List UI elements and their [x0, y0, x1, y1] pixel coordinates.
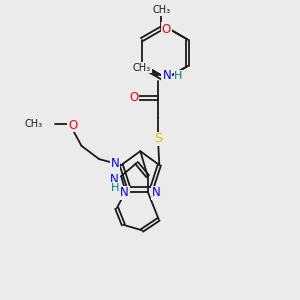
- Text: O: O: [129, 91, 138, 104]
- Text: N: N: [162, 69, 171, 82]
- Text: O: O: [162, 69, 171, 82]
- Text: CH₃: CH₃: [152, 5, 170, 15]
- Text: N: N: [110, 172, 119, 186]
- Text: N: N: [152, 186, 160, 199]
- Text: N: N: [111, 157, 119, 169]
- Text: CH₃: CH₃: [133, 63, 151, 73]
- Text: S: S: [154, 132, 162, 145]
- Text: O: O: [162, 23, 171, 36]
- Text: O: O: [68, 119, 77, 132]
- Text: CH₃: CH₃: [25, 119, 43, 129]
- Text: H: H: [110, 183, 119, 193]
- Text: N: N: [120, 186, 129, 199]
- Text: H: H: [174, 70, 182, 80]
